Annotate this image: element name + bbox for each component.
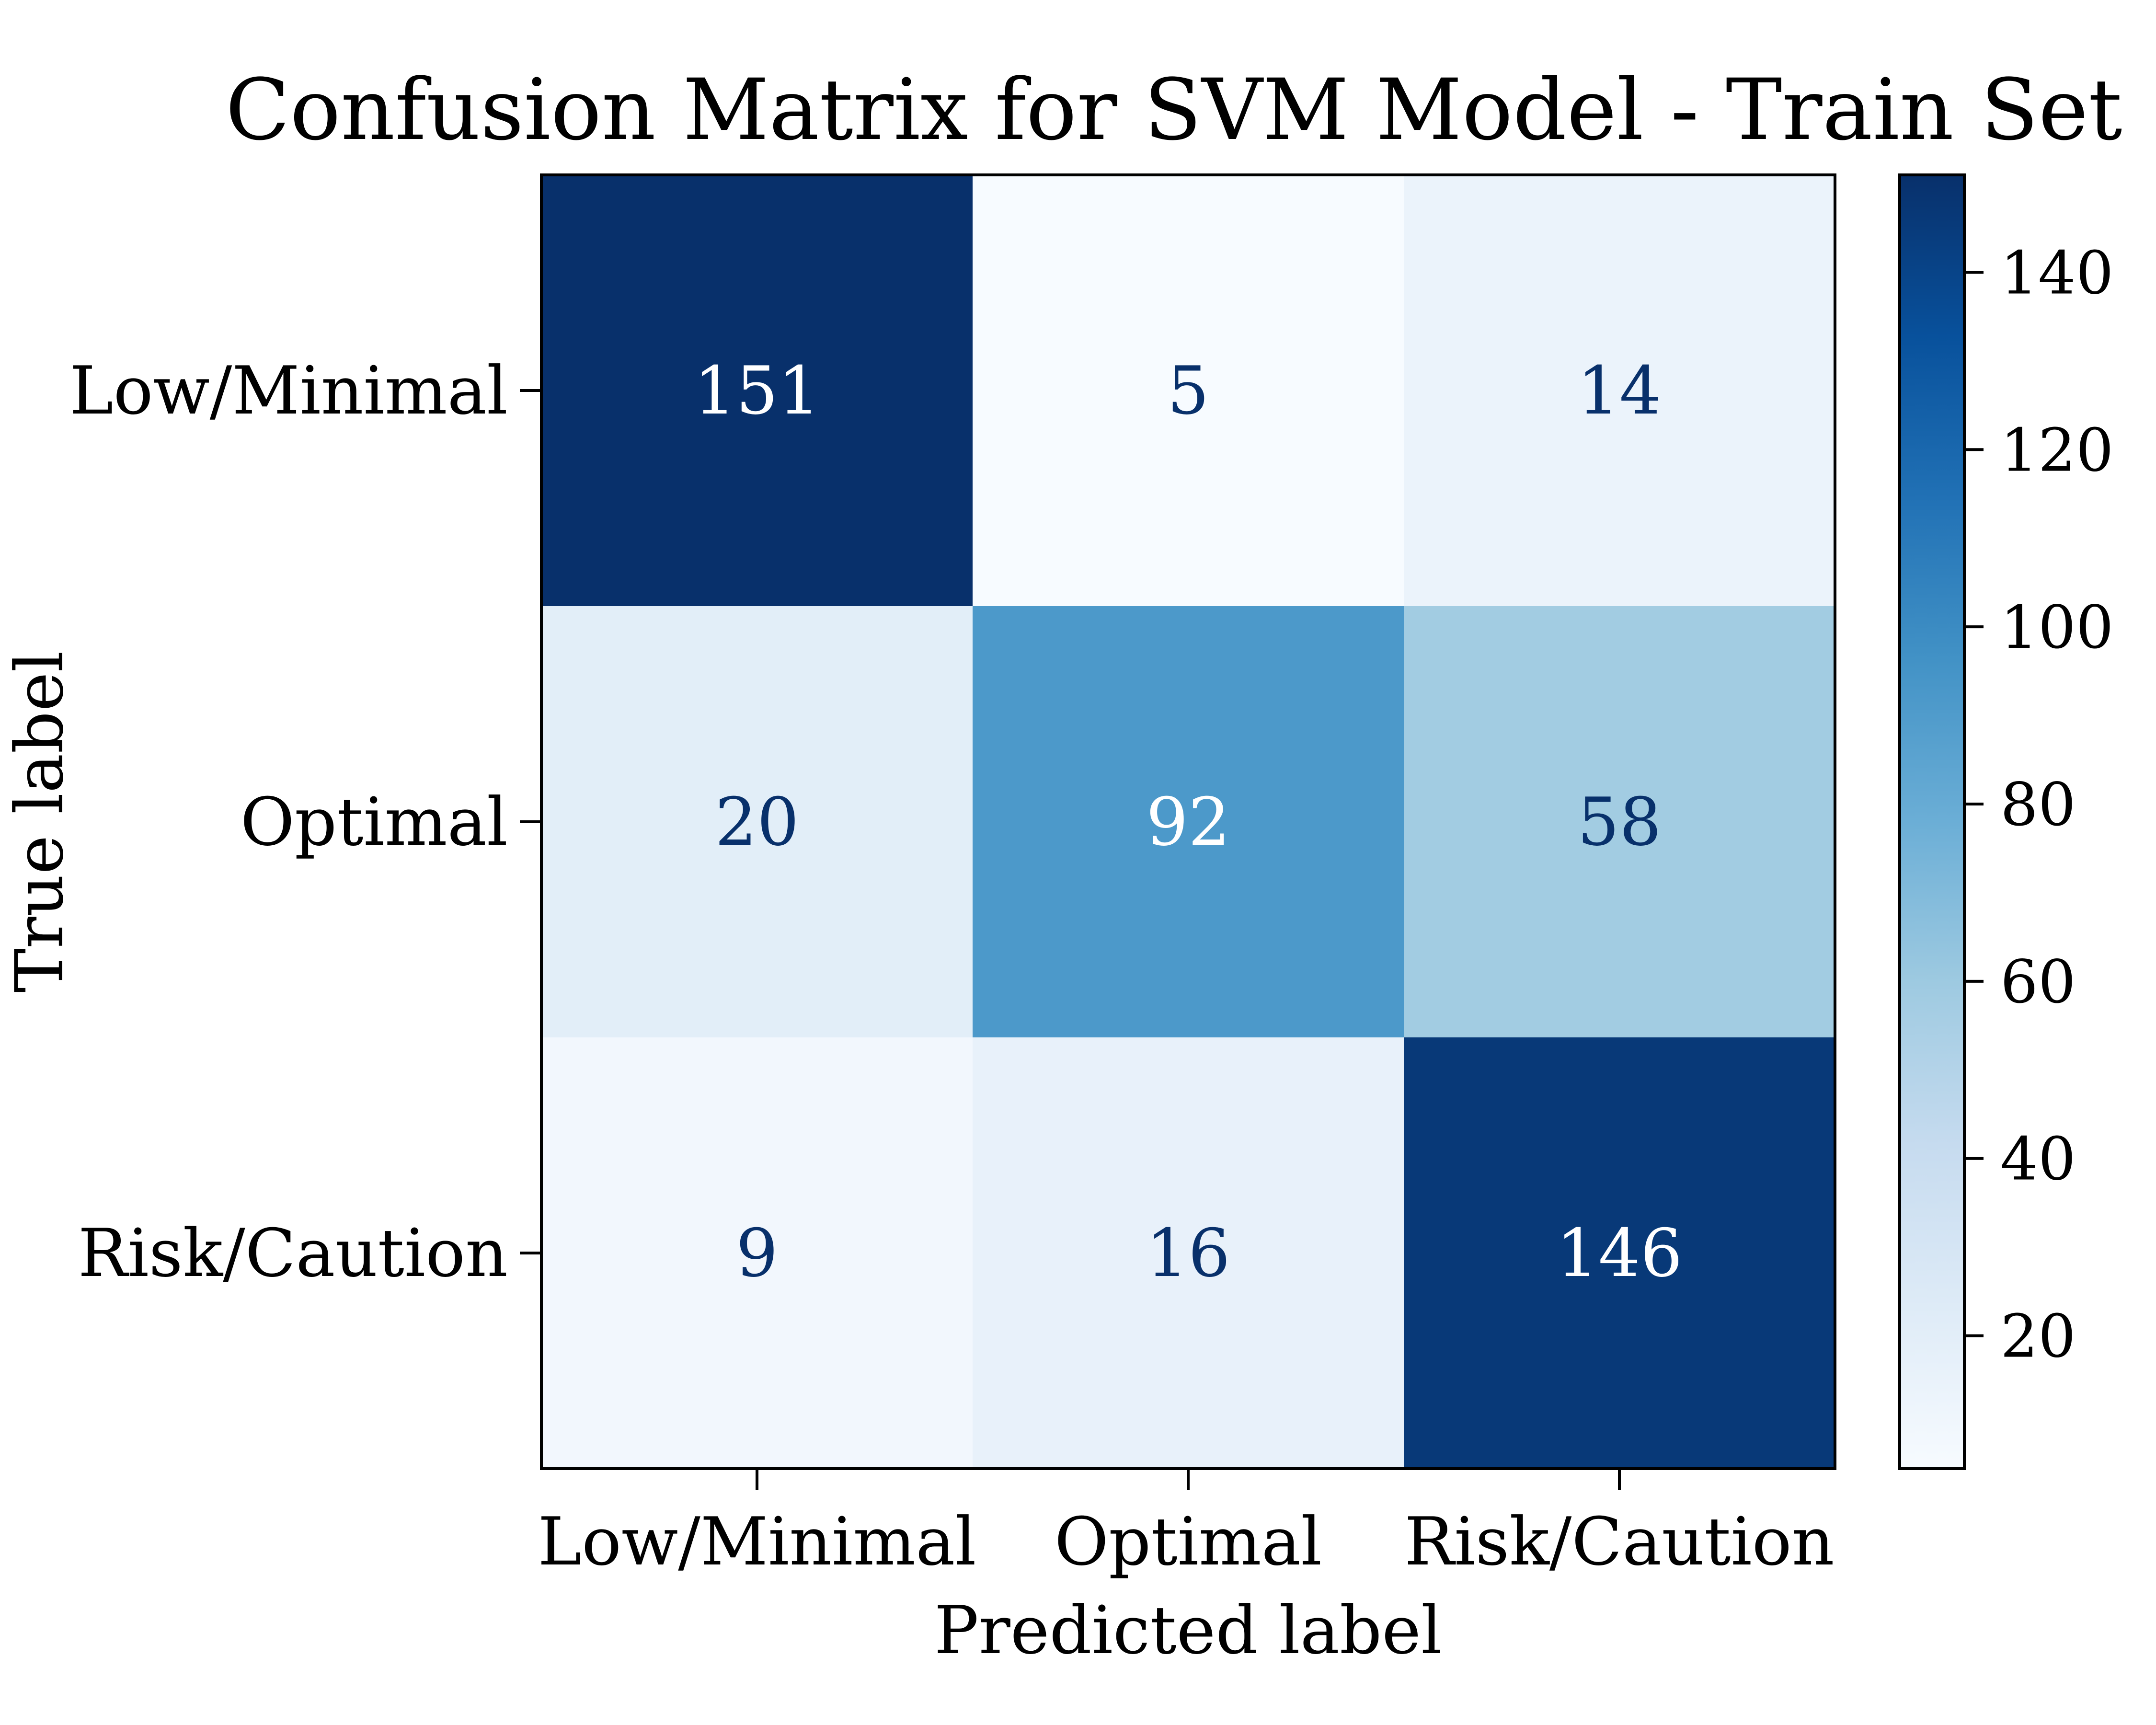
colorbar-tick-label: 120 <box>2000 416 2114 485</box>
x-axis-ticks: Low/Minimal Optimal Risk/Caution <box>538 1469 1835 1580</box>
cell-value-label: 146 <box>1556 1215 1682 1292</box>
colorbar-tick-label: 100 <box>2000 593 2114 662</box>
cell-value-label: 151 <box>694 352 820 429</box>
y-tick-label: Low/Minimal <box>69 352 508 429</box>
chart-title: Confusion Matrix for SVM Model - Train S… <box>226 61 2122 159</box>
x-axis-label: Predicted label <box>934 1592 1442 1669</box>
heatmap-cell <box>973 606 1404 1038</box>
x-tick-label: Optimal <box>1055 1503 1322 1580</box>
y-tick-label: Optimal <box>241 783 508 861</box>
y-axis-label: True label <box>1 651 78 993</box>
colorbar-ticks: 20 40 60 80 100 120 140 <box>1964 239 2114 1371</box>
heatmap-cell <box>973 1037 1404 1469</box>
heatmap-cell <box>541 175 973 607</box>
cell-value-label: 16 <box>1146 1215 1230 1292</box>
x-tick-label: Low/Minimal <box>538 1503 976 1580</box>
colorbar-tick-label: 20 <box>2000 1302 2076 1371</box>
colorbar-tick-label: 40 <box>2000 1125 2076 1194</box>
x-tick-label: Risk/Caution <box>1404 1503 1834 1580</box>
colorbar-tick-label: 140 <box>2000 239 2114 308</box>
cell-value-label: 92 <box>1146 783 1230 861</box>
cell-value-labels: 151 5 14 20 92 58 9 16 146 <box>694 352 1682 1292</box>
heatmap-cells <box>541 175 1835 1469</box>
y-tick-label: Risk/Caution <box>78 1215 508 1292</box>
heatmap-cell <box>1404 606 1835 1038</box>
cell-value-label: 58 <box>1577 783 1662 861</box>
cell-value-label: 20 <box>715 783 799 861</box>
heatmap-cell <box>1404 175 1835 607</box>
heatmap-cell <box>541 606 973 1038</box>
cell-value-label: 9 <box>736 1215 778 1292</box>
heatmap-cell <box>1404 1037 1835 1469</box>
heatmap-cell <box>973 175 1404 607</box>
colorbar <box>1898 173 1966 1470</box>
cell-value-label: 5 <box>1167 352 1209 429</box>
colorbar-tick-label: 80 <box>2000 770 2076 840</box>
y-axis-ticks: Low/Minimal Optimal Risk/Caution <box>69 352 541 1292</box>
heatmap-cell <box>541 1037 973 1469</box>
cell-value-label: 14 <box>1577 352 1662 429</box>
colorbar-tick-label: 60 <box>2000 948 2076 1017</box>
